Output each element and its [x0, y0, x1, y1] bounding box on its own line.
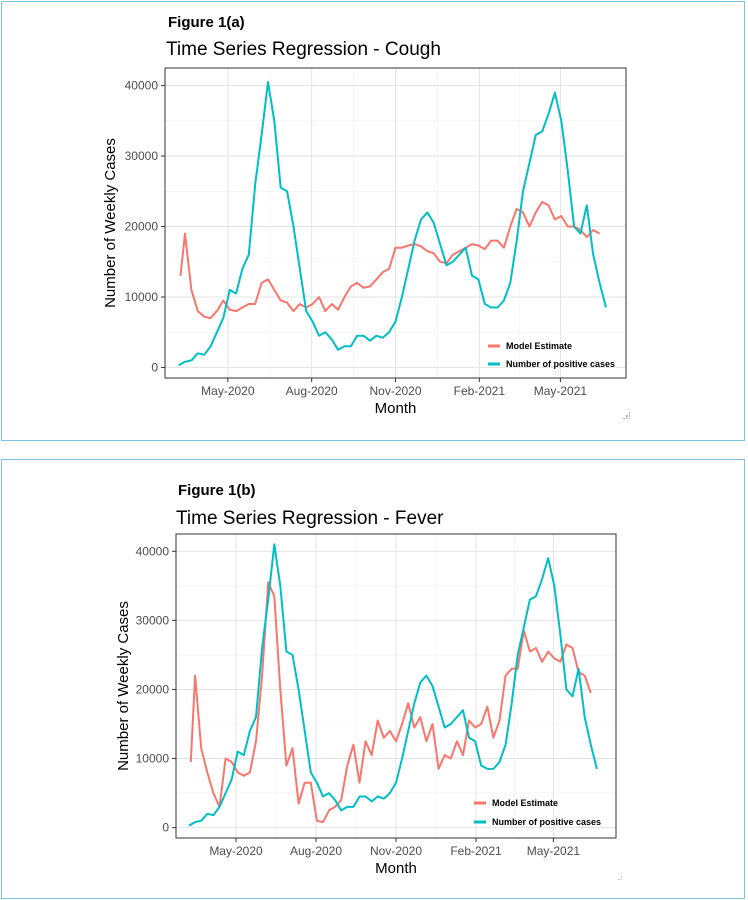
figure-label: Figure 1(b) [178, 482, 256, 499]
legend-label: Number of positive cases [506, 359, 615, 369]
y-tick-label: 10000 [125, 290, 159, 304]
figure-panel-a: Figure 1(a) Time Series Regression - Cou… [1, 1, 745, 441]
figure-panel-b: Figure 1(b) Time Series Regression - Fev… [1, 459, 745, 899]
gridlines [165, 68, 626, 378]
x-tick-label: Feb-2021 [450, 844, 502, 858]
y-tick-label: 0 [151, 360, 158, 374]
legend: Model Estimate Number of positive cases [488, 341, 615, 369]
legend-label: Model Estimate [492, 798, 558, 808]
resize-grip-icon [623, 412, 630, 419]
y-tick-label: 30000 [125, 149, 159, 163]
gridlines [176, 534, 616, 838]
x-tick-label: May-2020 [209, 844, 263, 858]
y-tick-label: 40000 [125, 79, 159, 93]
x-tick-label: Feb-2021 [454, 384, 506, 398]
chart-svg-fever: 0 10000 20000 30000 40000 May-2020 Aug-2020 Nov… [115, 533, 617, 877]
y-tick-label: 20000 [136, 682, 170, 696]
x-tick-label: Nov-2020 [369, 384, 421, 398]
x-tick-label: May-2021 [534, 384, 588, 398]
series-line-positive-cases [188, 543, 598, 827]
y-axis-title: Number of Weekly Cases [115, 601, 132, 771]
x-tick-label: May-2021 [527, 844, 581, 858]
y-tick-label: 20000 [125, 220, 159, 234]
y-axis-title: Number of Weekly Cases [102, 138, 119, 308]
legend-label: Number of positive cases [492, 817, 601, 827]
legend: Model Estimate Number of positive cases [474, 798, 601, 827]
chart-title: Time Series Regression - Cough [166, 39, 441, 60]
resize-grip-icon [618, 876, 622, 880]
y-tick-label: 0 [162, 821, 169, 835]
legend-label: Model Estimate [506, 341, 572, 351]
x-axis-title: Month [375, 400, 417, 417]
x-tick-label: Nov-2020 [370, 844, 422, 858]
y-tick-label: 30000 [136, 613, 170, 627]
series-line-model-estimate [179, 200, 601, 320]
x-tick-label: Aug-2020 [286, 384, 338, 398]
y-tick-label: 10000 [136, 752, 170, 766]
y-tick-label: 40000 [136, 544, 170, 558]
x-tick-label: Aug-2020 [290, 844, 342, 858]
series-line-model-estimate [189, 581, 592, 824]
figure-label: Figure 1(a) [168, 14, 245, 31]
x-tick-label: May-2020 [201, 384, 255, 398]
series-line-positive-cases [178, 81, 607, 367]
chart-title: Time Series Regression - Fever [176, 508, 444, 529]
x-axis-title: Month [375, 860, 417, 877]
chart-svg-cough: 0 10000 20000 30000 40000 May-2020 Aug-2020 Nov… [102, 67, 627, 417]
